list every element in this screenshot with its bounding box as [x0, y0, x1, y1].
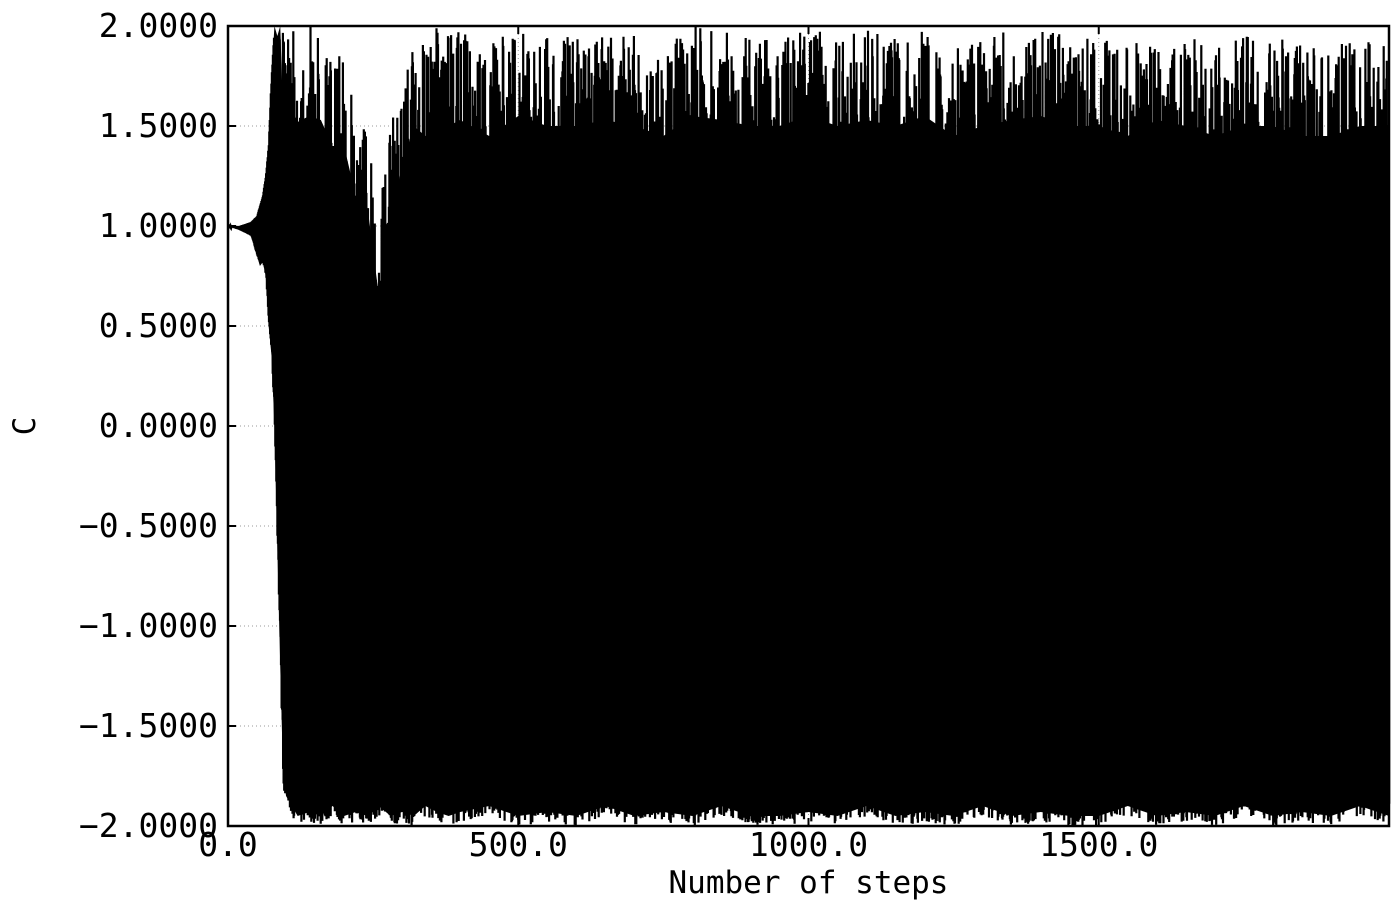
axis-ticks: 2.0000 1.5000 1.0000 0.5000 0.0000 −0.5000 −1.…	[79, 6, 1389, 864]
y-axis-label: C	[7, 417, 43, 436]
y-tick-label: −2.0000	[79, 806, 218, 845]
x-tick-label: 0.0	[198, 825, 258, 864]
y-tick-label: −1.5000	[79, 706, 218, 745]
y-tick-label: 1.0000	[99, 206, 218, 245]
x-tick-label: 1000.0	[749, 825, 868, 864]
y-tick-label: −1.0000	[79, 606, 218, 645]
x-axis-label: Number of steps	[669, 865, 949, 901]
x-tick-label: 1500.0	[1039, 825, 1158, 864]
x-tick-label: 500.0	[469, 825, 568, 864]
y-tick-label: 1.5000	[99, 106, 218, 145]
series-fill	[228, 26, 1389, 816]
y-tick-label: 0.5000	[99, 306, 218, 345]
series-c	[227, 26, 1391, 827]
y-tick-label: 2.0000	[99, 6, 218, 45]
y-tick-label: 0.0000	[99, 406, 218, 445]
y-tick-label: −0.5000	[79, 506, 218, 545]
